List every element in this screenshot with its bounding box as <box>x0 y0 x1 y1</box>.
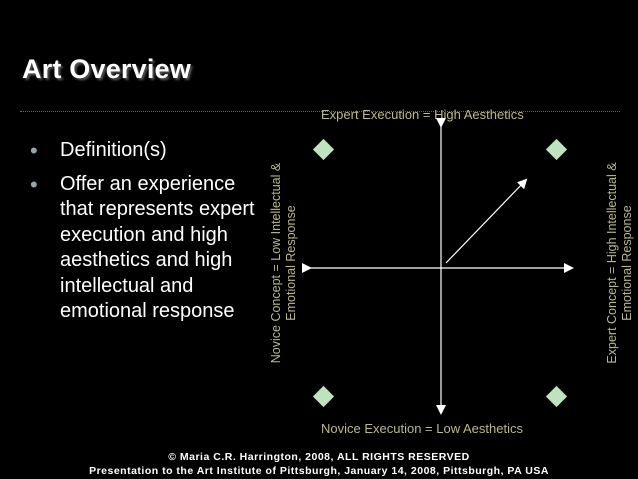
top-axis-label: Expert Execution = High Aesthetics <box>321 107 524 122</box>
diagonal-arrow <box>445 178 528 264</box>
marker-bottom-right <box>545 385 568 408</box>
bullet-icon: • <box>30 138 38 163</box>
marker-top-left <box>312 138 335 161</box>
bullet-icon: • <box>30 171 38 197</box>
marker-bottom-left <box>312 385 335 408</box>
title-divider <box>20 111 620 112</box>
bullet-text: Offer an experience that represents expe… <box>60 172 255 323</box>
bullet-item-offer: • Offer an experience that represents ex… <box>30 172 255 325</box>
footer-presentation: Presentation to the Art Institute of Pit… <box>89 465 549 477</box>
slide-title: Art Overview <box>22 54 191 84</box>
bullet-list: • Definition(s) • Offer an experience th… <box>30 138 255 333</box>
bullet-text: Definition(s) <box>60 139 167 161</box>
bottom-axis-label: Novice Execution = Low Aesthetics <box>321 421 523 436</box>
bullet-item-definitions: • Definition(s) <box>30 138 255 164</box>
marker-top-right <box>545 138 568 161</box>
footer-copyright: © Maria C.R. Harrington, 2008, ALL RIGHT… <box>168 451 470 463</box>
